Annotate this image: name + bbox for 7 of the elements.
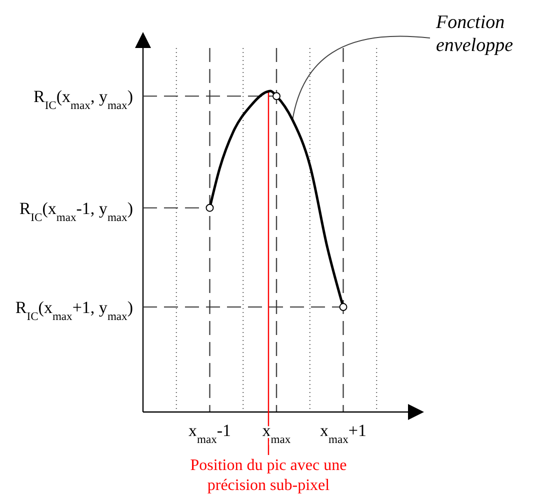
annotation: Fonction enveloppe [435, 12, 514, 56]
annotation: R$_{IC}$(x$_{max}$-1, y$_{max}$) [19, 198, 133, 224]
tick-text-halo: x$_{max}$-1 [188, 421, 232, 446]
annotation: R$_{IC}$(x$_{max}$+1, y$_{max}$) [15, 298, 133, 323]
ref-line-label: Position du pic avec une précision sub-pixel [190, 457, 347, 494]
annotation: R$_{IC}$(x$_{max}$, y$_{max}$) [33, 87, 133, 112]
tick-text-halo: x$_{max}$+1 [320, 421, 366, 446]
